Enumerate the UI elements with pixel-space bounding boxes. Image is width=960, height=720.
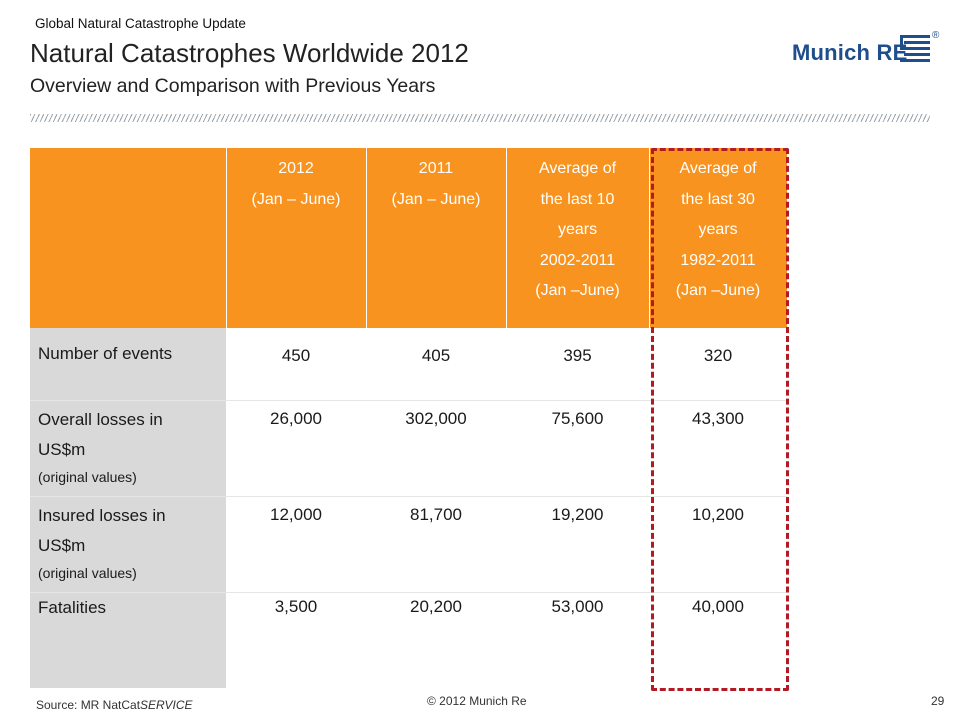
table-cell: 405	[366, 328, 506, 400]
table-cell: 10,200	[649, 496, 787, 592]
highlight-dashed-box	[651, 148, 789, 691]
column-header-2011: 2011 (Jan – June)	[366, 148, 506, 328]
logo-mark-icon	[900, 35, 930, 62]
column-divider	[226, 148, 227, 688]
table-cell: 320	[649, 328, 787, 400]
source-note: Source: MR NatCatSERVICE	[36, 698, 193, 712]
column-divider	[649, 148, 650, 688]
row-divider	[30, 592, 787, 593]
row-label-text: Insured losses in US$m	[38, 506, 166, 555]
row-label-fatalities: Fatalities	[30, 592, 226, 688]
row-label-insured-losses: Insured losses in US$m (original values)	[30, 496, 226, 592]
table-cell: 53,000	[506, 592, 649, 688]
row-label-subtext: (original values)	[38, 565, 137, 581]
page-number: 29	[931, 694, 945, 708]
column-divider	[506, 148, 507, 688]
comparison-table: 2012 (Jan – June) 2011 (Jan – June) Aver…	[30, 148, 787, 688]
row-divider	[30, 496, 787, 497]
hatched-divider	[30, 114, 930, 122]
table-cell: 395	[506, 328, 649, 400]
page-subtitle: Overview and Comparison with Previous Ye…	[30, 75, 436, 97]
registered-mark: ®	[932, 30, 940, 41]
header-corner-cell	[30, 148, 226, 328]
table-cell: 302,000	[366, 400, 506, 496]
logo-text: Munich RE	[792, 40, 908, 65]
row-label-text: Number of events	[38, 344, 173, 363]
row-divider	[30, 400, 787, 401]
table-cell: 3,500	[226, 592, 366, 688]
source-prefix: Source: MR NatCat	[36, 698, 141, 712]
supertitle: Global Natural Catastrophe Update	[35, 16, 246, 31]
table-cell: 43,300	[649, 400, 787, 496]
copyright: © 2012 Munich Re	[427, 694, 527, 708]
table-cell: 19,200	[506, 496, 649, 592]
table-cell: 75,600	[506, 400, 649, 496]
munich-re-logo: Munich RE ®	[792, 30, 942, 74]
row-label-overall-losses: Overall losses in US$m (original values)	[30, 400, 226, 496]
table-cell: 40,000	[649, 592, 787, 688]
row-label-number-of-events: Number of events	[30, 328, 226, 400]
column-header-avg-10-years: Average of the last 10 years 2002-2011 (…	[506, 148, 649, 328]
column-divider	[366, 148, 367, 688]
table-cell: 20,200	[366, 592, 506, 688]
page-title: Natural Catastrophes Worldwide 2012	[30, 38, 469, 68]
table-cell: 26,000	[226, 400, 366, 496]
table-cell: 12,000	[226, 496, 366, 592]
row-label-text: Overall losses in US$m	[38, 410, 163, 459]
table-cell: 81,700	[366, 496, 506, 592]
source-italic: SERVICE	[140, 698, 193, 712]
row-label-subtext: (original values)	[38, 469, 137, 485]
column-header-2012: 2012 (Jan – June)	[226, 148, 366, 328]
row-label-text: Fatalities	[38, 598, 107, 617]
table-cell: 450	[226, 328, 366, 400]
column-header-avg-30-years: Average of the last 30 years 1982-2011 (…	[649, 148, 787, 328]
